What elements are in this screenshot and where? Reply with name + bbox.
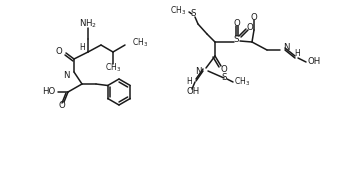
Text: CH$_3$: CH$_3$ [105,62,121,74]
Text: CH$_3$: CH$_3$ [132,37,148,49]
Text: O: O [55,46,62,56]
Text: S: S [190,9,196,19]
Text: O: O [59,102,65,110]
Text: O: O [247,23,253,33]
Text: OH: OH [186,88,200,96]
Text: S: S [221,74,227,82]
Text: CH$_3$: CH$_3$ [170,5,186,17]
Text: HO: HO [42,88,55,96]
Text: N: N [64,72,70,80]
Text: CH$_3$: CH$_3$ [234,76,250,88]
Text: OH: OH [308,58,321,66]
Text: O: O [234,19,240,27]
Text: H: H [294,48,300,58]
Text: S: S [233,35,239,43]
Text: NH$_2$: NH$_2$ [79,18,97,30]
Text: H: H [186,78,192,86]
Text: N: N [283,43,289,52]
Text: H: H [79,43,85,52]
Text: O: O [221,66,227,74]
Text: N: N [195,66,202,76]
Text: O: O [251,13,257,21]
